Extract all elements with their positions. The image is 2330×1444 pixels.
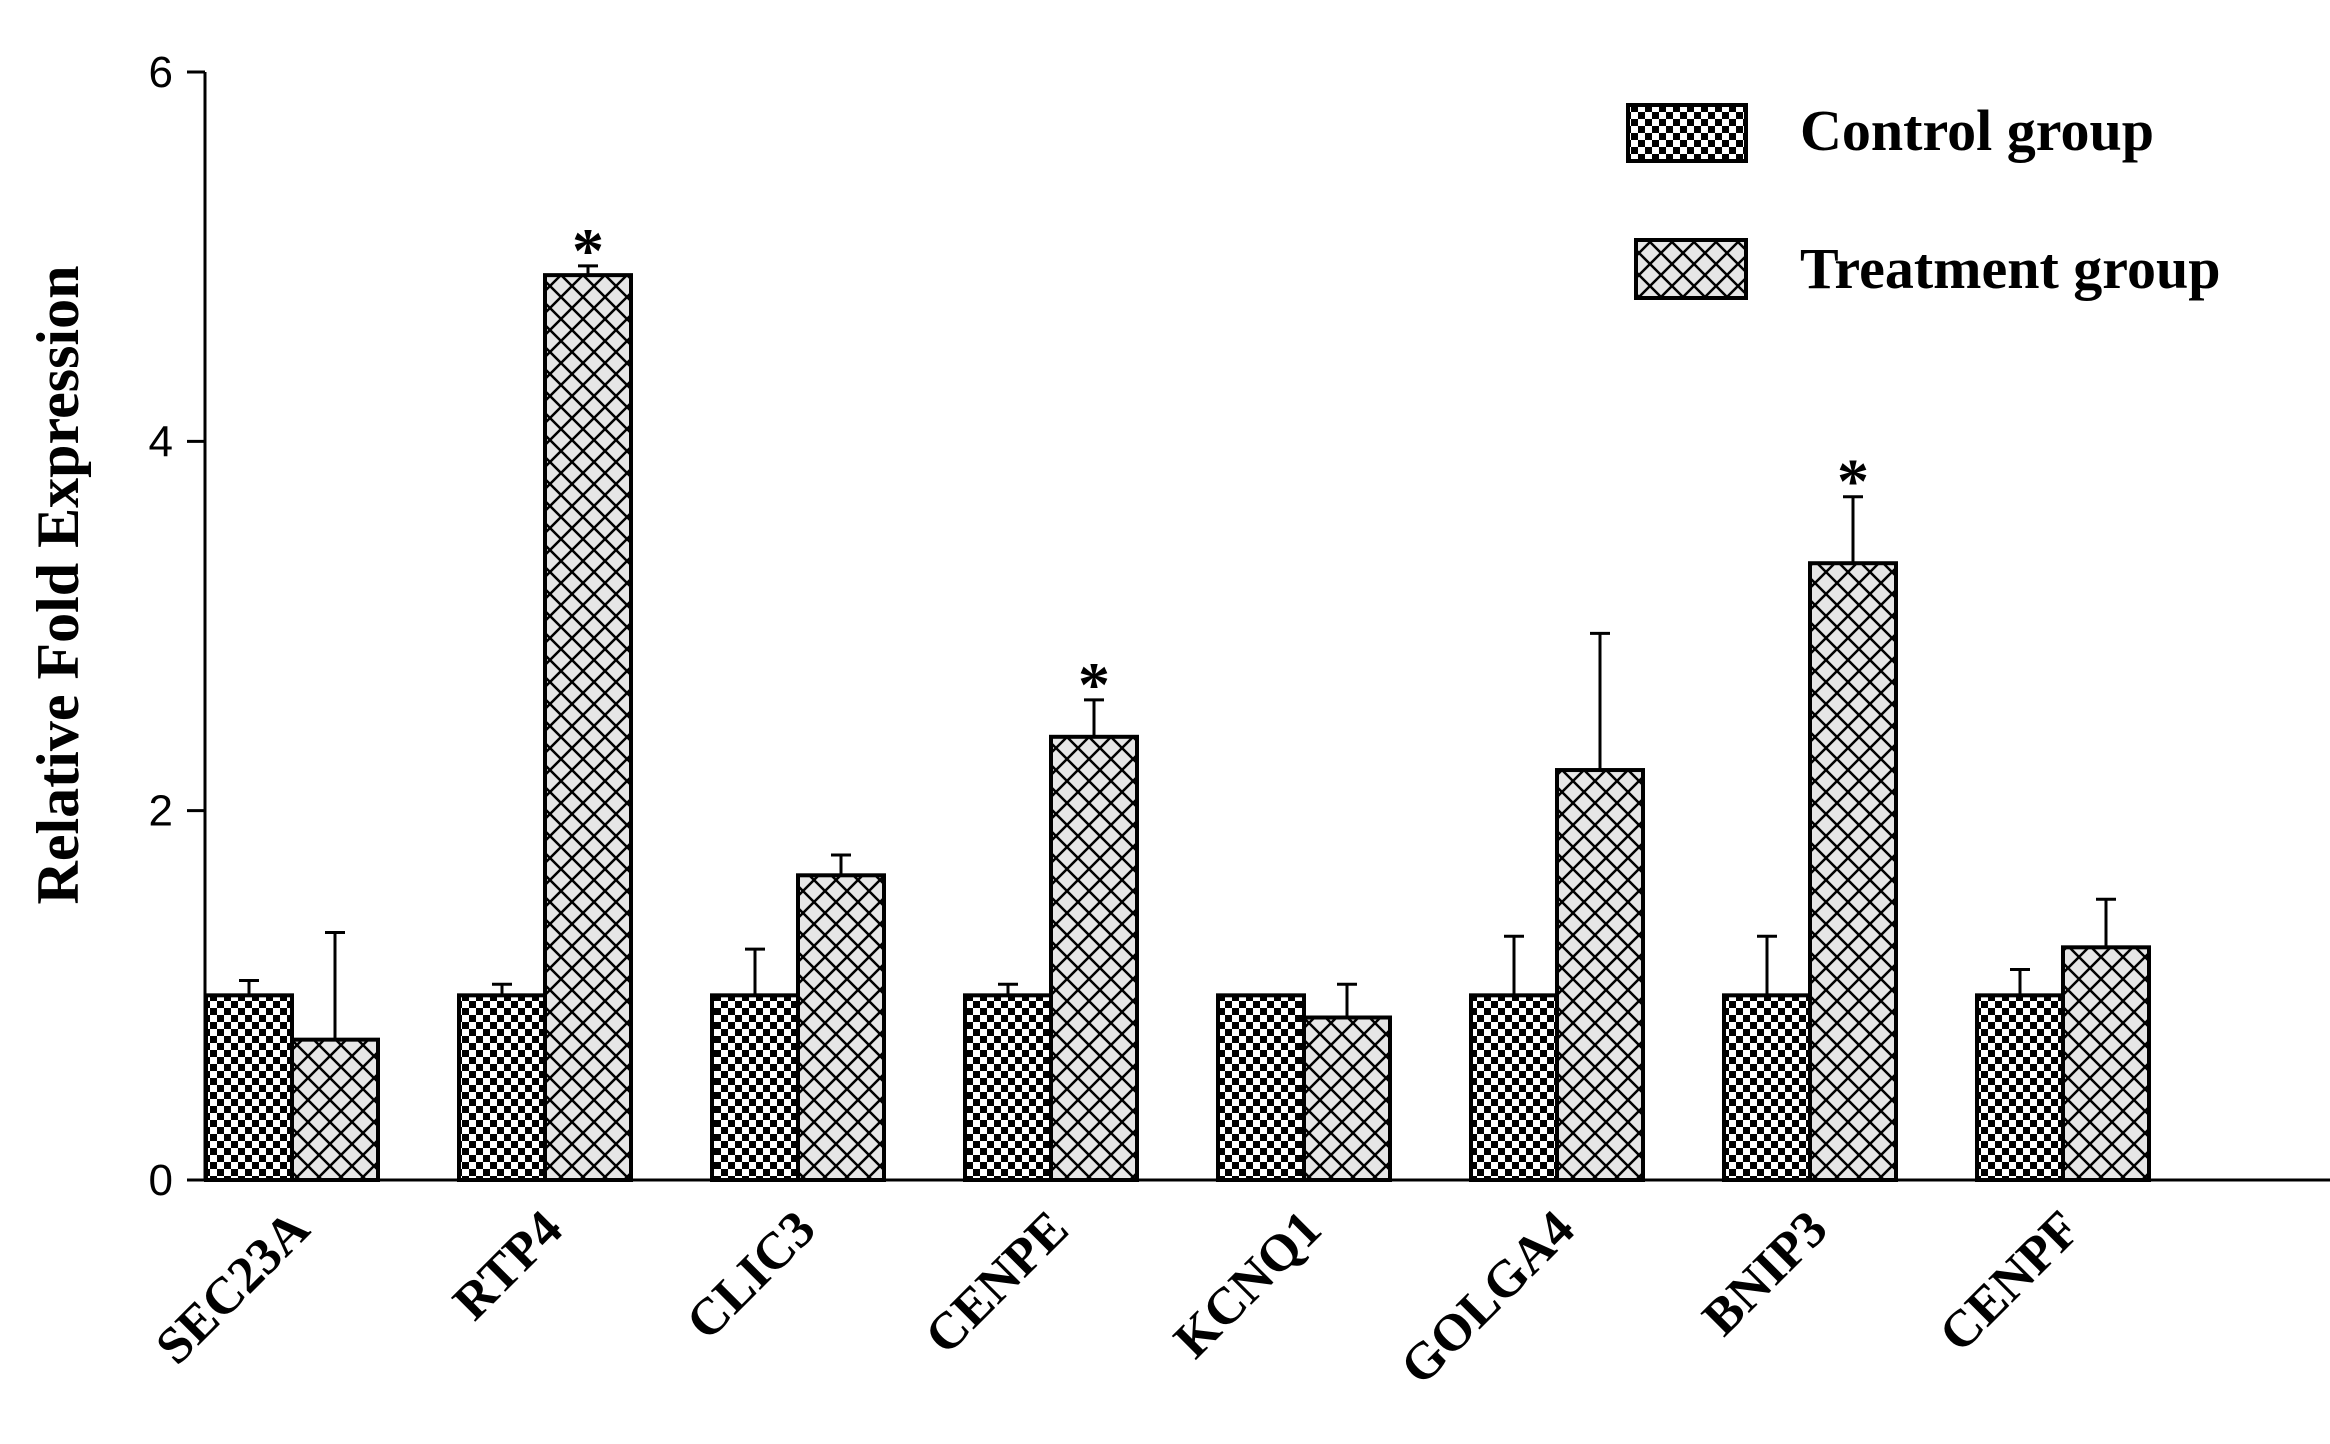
bar-control xyxy=(1975,993,2065,1182)
y-tick-label: 4 xyxy=(149,417,173,466)
bar-treatment xyxy=(1808,561,1898,1182)
bar-treatment xyxy=(1302,1015,1392,1183)
legend-swatch-treatment xyxy=(1634,238,1748,300)
bar-treatment xyxy=(2061,945,2151,1182)
x-tick-label: BNIP3 xyxy=(1692,1200,1839,1347)
bar-control xyxy=(204,993,294,1182)
bar-treatment xyxy=(796,873,886,1182)
legend-swatch-control xyxy=(1626,103,1748,163)
bar-control xyxy=(1216,993,1306,1182)
x-tick-label: KCNQ1 xyxy=(1163,1200,1332,1369)
bar-control xyxy=(457,993,547,1182)
x-tick-label: GOLGA4 xyxy=(1390,1200,1586,1396)
bar-control xyxy=(963,993,1053,1182)
bar-treatment xyxy=(1049,734,1139,1182)
x-tick-label: RTP4 xyxy=(443,1200,574,1331)
significance-star: * xyxy=(572,215,604,286)
x-tick-labels-group: SEC23A RTP4 CLIC3 CENPE KCNQ1 GOLGA4 BNIP3 CENP… xyxy=(145,1200,2091,1396)
significance-marks-group: * * * xyxy=(572,215,1869,720)
x-tick-label: SEC23A xyxy=(145,1200,320,1375)
error-bars-group xyxy=(239,264,2116,1040)
y-tick-label: 0 xyxy=(149,1156,173,1205)
legend-label-treatment: Treatment group xyxy=(1800,236,2220,301)
x-tick-label: CLIC3 xyxy=(676,1200,827,1351)
bars-group xyxy=(204,273,2151,1183)
y-tick-label: 6 xyxy=(149,48,173,97)
bar-treatment xyxy=(543,273,633,1182)
bar-control xyxy=(1469,993,1559,1182)
x-tick-label: CENPE xyxy=(915,1200,1080,1365)
significance-star: * xyxy=(1078,649,1110,720)
bar-control xyxy=(710,993,800,1182)
y-axis-label: Relative Fold Expression xyxy=(25,266,91,905)
legend: Control group Treatment group xyxy=(1626,98,2220,301)
x-tick-label: CENPF xyxy=(1929,1200,2092,1363)
legend-label-control: Control group xyxy=(1800,98,2154,163)
bar-treatment xyxy=(290,1037,380,1182)
bar-control xyxy=(1722,993,1812,1182)
y-tick-label: 2 xyxy=(149,787,173,836)
bar-treatment xyxy=(1555,768,1645,1182)
significance-star: * xyxy=(1837,446,1869,517)
